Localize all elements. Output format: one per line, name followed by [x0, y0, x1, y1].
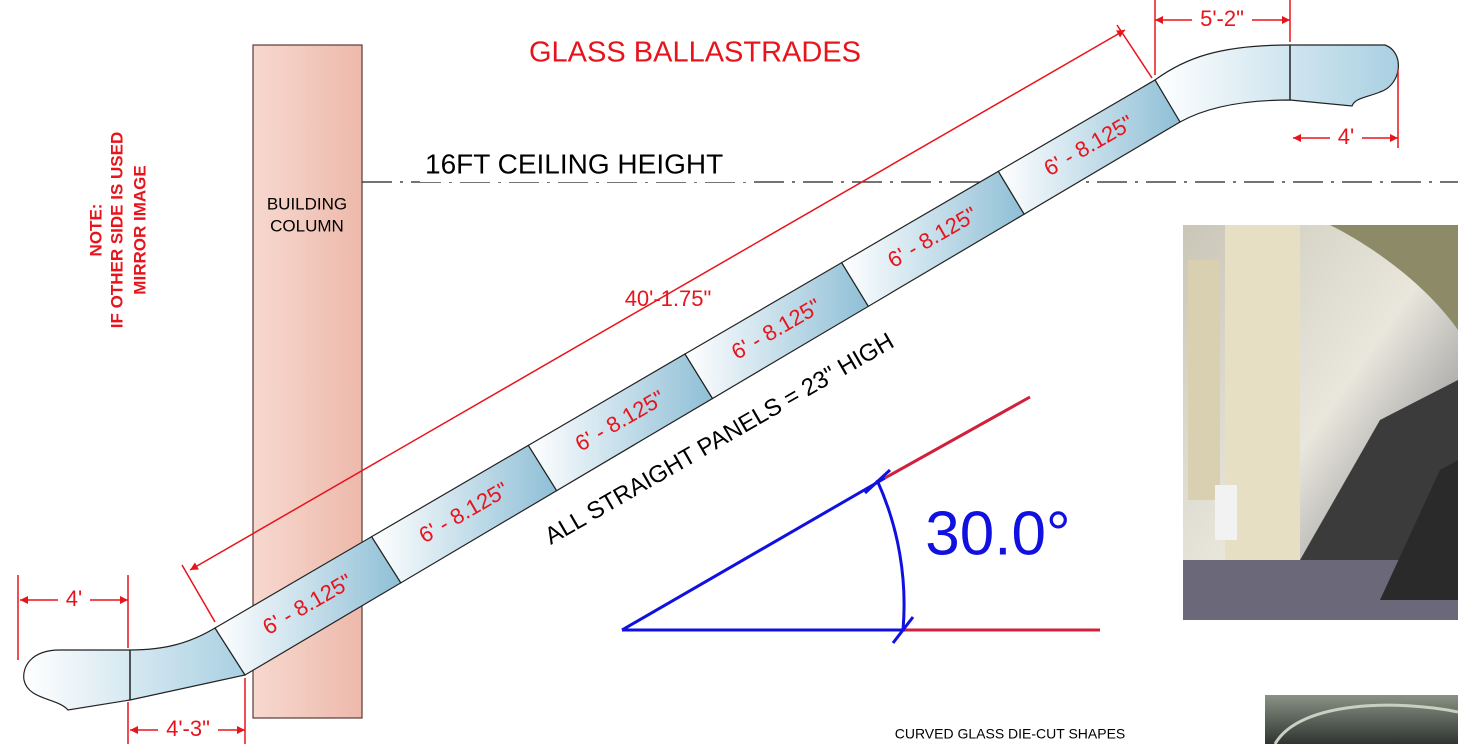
angle-arc [877, 480, 904, 630]
extension-line [182, 565, 215, 622]
note: NOTE: [86, 204, 105, 257]
dimension-label: 4' [1338, 124, 1354, 149]
drawing: BUILDING COLUMN 16FT CEILING HEIGHT 6' -… [0, 0, 1458, 744]
angle-label: 30.0° [925, 499, 1070, 568]
curved-end-bottom [24, 628, 245, 710]
note: IF OTHER SIDE IS USED [107, 132, 126, 328]
dimension-label: 4'-3" [166, 716, 210, 741]
dimension-label: 5'-2" [1200, 6, 1244, 31]
arc-tick [865, 470, 890, 493]
photo [1265, 695, 1458, 744]
caption: CURVED GLASS DIE-CUT SHAPES [895, 726, 1126, 742]
photo [1183, 225, 1458, 620]
ceiling-label: 16FT CEILING HEIGHT [425, 148, 723, 179]
dimension-label: 4' [66, 586, 82, 611]
angle-arm-ext [885, 397, 1030, 478]
column-label: COLUMN [270, 216, 344, 235]
extension-line [1117, 25, 1152, 78]
angle-arm [622, 478, 885, 630]
title: GLASS BALLASTRADES [529, 37, 861, 69]
curved-end-top [1155, 45, 1398, 122]
column-label: BUILDING [267, 194, 347, 213]
note: MIRROR IMAGE [130, 165, 149, 294]
overall-dimension: 40'-1.75" [625, 286, 712, 311]
